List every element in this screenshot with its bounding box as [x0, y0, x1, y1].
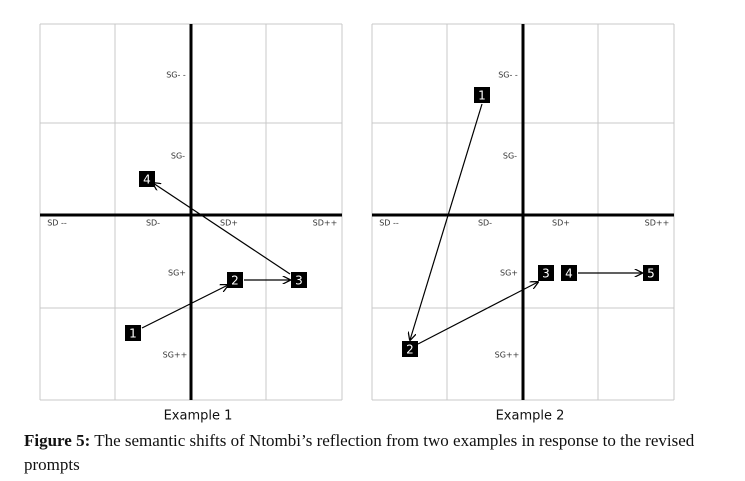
axis-label: SG+ [168, 269, 186, 278]
marker-box [474, 87, 490, 103]
marker-box [643, 265, 659, 281]
arrow [141, 285, 228, 329]
arrow [153, 183, 291, 275]
marker-label: 5 [647, 267, 655, 281]
marker-label: 3 [542, 267, 550, 281]
marker-box [291, 272, 307, 288]
marker-label: 4 [565, 267, 573, 281]
axis-label: SG- [503, 152, 517, 161]
axis-label: SD+ [220, 219, 238, 228]
diagram: SG- - SG- SD -- SD- SD+ SD++ SG+ SG++ 1 2 3 4 Exampl… [39, 23, 675, 424]
axis-label: SD -- [47, 219, 67, 228]
marker-label: 3 [295, 274, 303, 288]
axis-label: SD- [146, 219, 160, 228]
marker-label: 2 [406, 343, 414, 357]
axis-label: SG- - [498, 71, 518, 80]
marker-label: 4 [143, 173, 151, 187]
arrow [417, 282, 538, 345]
axis-label: SD++ [313, 219, 338, 228]
arrow [410, 103, 483, 340]
axis-label: SD- [478, 219, 492, 228]
axis-label: SD+ [552, 219, 570, 228]
figure-text: The semantic shifts of Ntombi’s reflecti… [24, 431, 695, 474]
axis-label: SG++ [495, 351, 520, 360]
axis-label: SD++ [645, 219, 670, 228]
marker-label: 1 [478, 89, 486, 103]
marker-box [561, 265, 577, 281]
axis-label: SG- [171, 152, 185, 161]
marker-box [227, 272, 243, 288]
figure-caption: Figure 5: The semantic shifts of Ntombi’… [24, 429, 714, 477]
axis-label: SD -- [379, 219, 399, 228]
marker-box [538, 265, 554, 281]
marker-box [402, 341, 418, 357]
marker-label: 2 [231, 274, 239, 288]
axis-label: SG+ [500, 269, 518, 278]
panel-caption: Example 1 [164, 409, 233, 424]
axis-label: SG- - [166, 71, 186, 80]
marker-box [139, 171, 155, 187]
marker-label: 1 [129, 327, 137, 341]
panel-caption: Example 2 [496, 409, 565, 424]
axis-label: SG++ [163, 351, 188, 360]
marker-box [125, 325, 141, 341]
figure-label: Figure 5: [24, 431, 91, 450]
